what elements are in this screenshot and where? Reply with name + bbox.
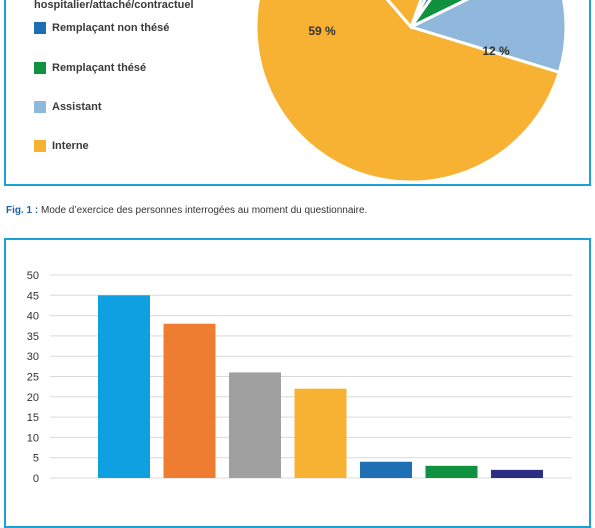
legend-item-assistant: Assistant (34, 98, 102, 116)
bar-0 (98, 295, 150, 478)
legend-label: Remplaçant non thésé (52, 22, 170, 34)
bar-4 (360, 461, 412, 478)
y-tick-label: 20 (27, 392, 39, 404)
pie-slice-2 (254, 0, 562, 184)
legend-swatch (34, 140, 46, 152)
bar-3 (294, 388, 347, 478)
pie-chart-panel: 8 %12 %59 % hospitalier/attaché/contract… (4, 0, 591, 186)
legend-item-remplacant-non-these: Remplaçant non thésé (34, 19, 169, 37)
legend-label: hospitalier/attaché/contractuel (34, 0, 194, 11)
pie-slice-label: 12 % (482, 44, 510, 58)
pie-legend: hospitalier/attaché/contractuel Remplaça… (34, 0, 274, 182)
bar-6 (491, 469, 543, 478)
y-tick-label: 30 (27, 351, 39, 363)
caption-text: Mode d’exercice des personnes interrogée… (38, 205, 368, 216)
y-tick-label: 10 (27, 432, 39, 444)
y-tick-label: 15 (27, 412, 39, 424)
legend-label: Interne (52, 140, 89, 152)
legend-label: Remplaçant thésé (52, 62, 147, 74)
bar-chart-panel: 0 5 10 15 20 25 30 35 40 45 50 (4, 238, 591, 528)
bar-2 (229, 372, 281, 478)
legend-item-interne: Interne (34, 137, 89, 155)
caption-prefix: Fig. 1 : (6, 205, 39, 216)
y-tick-label: 45 (27, 290, 39, 302)
pie-chart: 8 %12 %59 % (254, 0, 568, 184)
legend-item-remplacant-these: Remplaçant thésé (34, 59, 146, 77)
pie-slice-1 (406, 0, 568, 75)
legend-label: Assistant (52, 101, 102, 113)
legend-swatch (34, 62, 46, 74)
y-tick-label: 25 (27, 372, 39, 384)
pie-slice-rest (385, 0, 423, 30)
y-tick-label: 35 (27, 331, 39, 343)
legend-swatch (34, 101, 46, 113)
bar-chart: 0 5 10 15 20 25 30 35 40 45 50 (27, 270, 572, 485)
bar-5 (425, 465, 478, 478)
y-tick-label: 40 (27, 311, 39, 323)
legend-item-hospitalier: hospitalier/attaché/contractuel (34, 0, 194, 14)
bar-1 (163, 323, 216, 478)
y-tick-label: 5 (33, 453, 39, 465)
y-tick-label: 0 (33, 473, 39, 485)
pie-slice-label: 59 % (308, 24, 336, 38)
legend-swatch (34, 22, 46, 34)
y-tick-label: 50 (27, 270, 39, 282)
figure-caption: Fig. 1 : Mode d’exercice des personnes i… (6, 205, 367, 216)
